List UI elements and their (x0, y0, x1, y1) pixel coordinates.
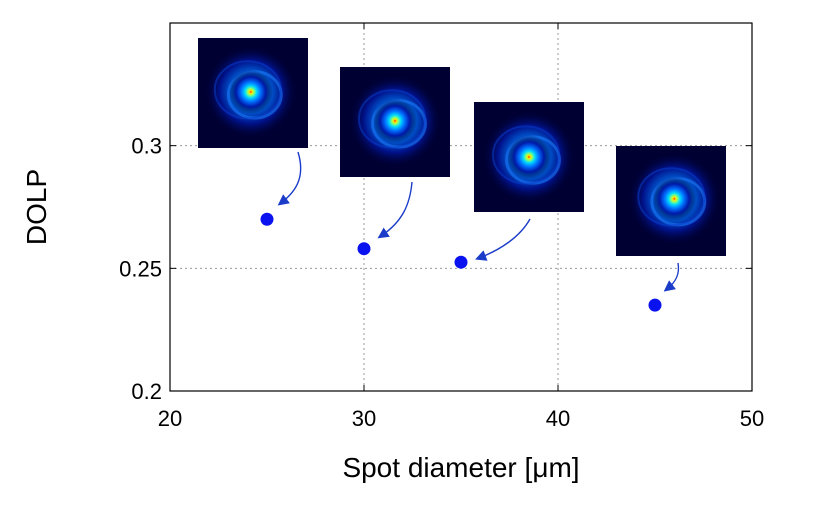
x-tick-label: 30 (352, 406, 376, 431)
x-tick-label: 40 (546, 406, 570, 431)
data-points (260, 212, 662, 312)
inset-arrows (277, 151, 680, 292)
y-axis-title: DOLP (21, 169, 52, 245)
x-tick-label: 50 (740, 406, 764, 431)
y-tick-label: 0.25 (119, 256, 162, 281)
beam-core (652, 176, 697, 221)
x-tick-labels: 20 30 40 50 (158, 406, 764, 431)
data-point (454, 255, 468, 269)
data-point (260, 212, 274, 226)
inset-arrow (663, 262, 680, 292)
y-tick-labels: 0.2 0.25 0.3 (119, 134, 162, 404)
beam-core (373, 98, 417, 143)
beam-core (228, 69, 273, 114)
data-point (648, 298, 662, 312)
y-tick-label: 0.2 (131, 379, 162, 404)
inset-arrow (475, 218, 531, 261)
inset-arrow (377, 181, 413, 239)
data-point (357, 242, 371, 256)
beam-spot-inset (474, 102, 584, 212)
beam-spot-inset (198, 38, 308, 148)
beam-spot-inset (340, 67, 450, 177)
beam-ring (213, 60, 282, 120)
beam-ring (358, 89, 426, 149)
beam-insets (198, 38, 726, 256)
beam-spot-inset (616, 146, 726, 256)
beam-ring (492, 125, 560, 185)
x-tick-label: 20 (158, 406, 182, 431)
axis-ticks (169, 23, 753, 392)
x-axis-title: Spot diameter [μm] (342, 452, 579, 483)
beam-ring (637, 167, 706, 227)
inset-arrow (277, 151, 302, 206)
y-tick-label: 0.3 (131, 134, 162, 159)
beam-core (507, 135, 551, 179)
plot-frame (169, 22, 753, 392)
